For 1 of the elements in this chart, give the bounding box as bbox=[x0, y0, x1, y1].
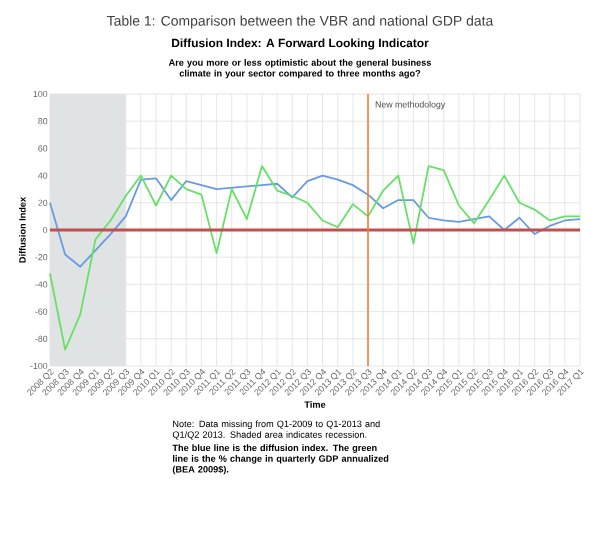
line-series bbox=[49, 165, 581, 351]
